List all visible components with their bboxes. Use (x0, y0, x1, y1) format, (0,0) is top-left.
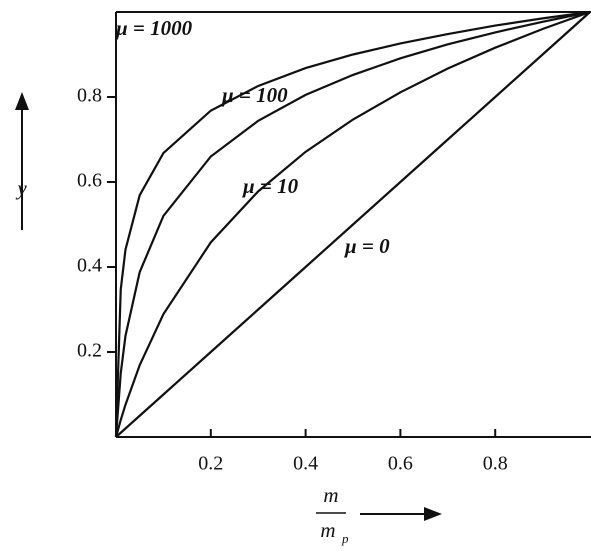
y-label: y (15, 176, 27, 200)
x-tick-label: 0.6 (388, 453, 413, 475)
x-tick-label: 0.8 (483, 453, 508, 475)
series-label: μ = 0 (344, 234, 390, 258)
x-label-denominator: m (320, 518, 335, 542)
series-label: μ = 10 (242, 174, 299, 198)
series-label: μ = 100 (221, 83, 288, 107)
series-label: μ = 1000 (115, 16, 193, 40)
x-tick-label: 0.4 (293, 453, 318, 475)
y-tick-label: 0.6 (77, 170, 102, 192)
y-tick-label: 0.2 (77, 340, 102, 362)
x-tick-label: 0.2 (198, 453, 223, 475)
x-arrow-head (424, 507, 442, 521)
y-tick-label: 0.4 (77, 255, 102, 277)
x-label-numerator: m (323, 483, 338, 507)
y-arrow-head (15, 92, 29, 110)
x-label-subscript: p (341, 531, 349, 546)
chart: y m m p 0.2 0.4 0.6 0.8 0.2 0.4 0.6 0.8 μ = 1000… (0, 0, 591, 551)
y-tick-label: 0.8 (77, 85, 102, 107)
